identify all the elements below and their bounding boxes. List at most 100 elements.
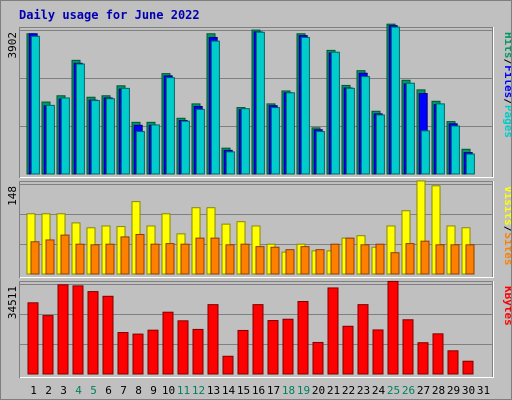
- kbytes-bar: [282, 318, 294, 375]
- x-tick-label: 23: [357, 384, 370, 397]
- kbytes-bar: [432, 333, 444, 375]
- pages-bar: [375, 114, 385, 175]
- kbytes-bar: [327, 287, 339, 375]
- kbytes-bar: [372, 329, 384, 375]
- pages-bar: [435, 103, 445, 175]
- kbytes-bar: [117, 332, 129, 375]
- x-tick-label: 10: [162, 384, 175, 397]
- sites-bar: [30, 241, 40, 275]
- x-tick-label: 26: [402, 384, 415, 397]
- kbytes-bar: [147, 329, 159, 375]
- kbytes-bar: [402, 319, 414, 375]
- sites-bar: [60, 234, 70, 275]
- pages-bar: [60, 97, 70, 175]
- pages-bar: [135, 131, 145, 175]
- sites-bar: [405, 243, 415, 275]
- chart-title: Daily usage for June 2022: [19, 8, 200, 22]
- x-tick-label: 17: [267, 384, 280, 397]
- pages-bar: [180, 120, 190, 175]
- kbytes-bar: [102, 295, 114, 375]
- y-max-label: 34511: [6, 286, 19, 319]
- x-tick-label: 18: [282, 384, 295, 397]
- x-tick-label: 30: [462, 384, 475, 397]
- series-legend: Hits/Files/Pages: [502, 32, 511, 138]
- pages-bar: [405, 82, 415, 175]
- pages-bar: [345, 87, 355, 175]
- x-tick-label: 12: [192, 384, 205, 397]
- kbytes-bar: [447, 350, 459, 375]
- x-tick-label: 28: [432, 384, 445, 397]
- pages-bar: [300, 36, 310, 175]
- sites-bar: [180, 243, 190, 275]
- pages-bar: [195, 108, 205, 175]
- x-tick-label: 29: [447, 384, 460, 397]
- pages-bar: [150, 124, 160, 175]
- sites-bar: [435, 244, 445, 275]
- sites-bar: [150, 243, 160, 275]
- x-tick-label: 24: [372, 384, 386, 397]
- legend-entry: Hits: [502, 32, 511, 59]
- kbytes-bar: [72, 285, 84, 375]
- sites-bar: [375, 243, 385, 275]
- x-tick-label: 1: [30, 384, 37, 397]
- x-tick-label: 5: [90, 384, 97, 397]
- pages-bar: [240, 108, 250, 175]
- x-tick-label: 8: [135, 384, 142, 397]
- kbytes-bar: [222, 355, 234, 375]
- kbytes-bar: [312, 341, 324, 375]
- kbytes-bar: [132, 333, 144, 375]
- pages-bar: [120, 87, 130, 175]
- x-tick-label: 21: [327, 384, 340, 397]
- sites-bar: [240, 243, 250, 275]
- sites-bar: [270, 246, 280, 275]
- sites-bar: [330, 243, 340, 275]
- pages-bar: [450, 125, 460, 175]
- x-tick-label: 6: [105, 384, 112, 397]
- x-tick-label: 25: [387, 384, 400, 397]
- legend-entry: Pages: [502, 105, 511, 138]
- x-tick-label: 2: [45, 384, 52, 397]
- x-tick-label: 4: [75, 384, 82, 397]
- legend-entry: Files: [502, 65, 511, 98]
- legend-entry: KBytes: [502, 286, 511, 326]
- sites-bar: [255, 246, 265, 275]
- pages-bar: [90, 100, 100, 175]
- x-tick-label: 9: [150, 384, 157, 397]
- sites-bar: [225, 244, 235, 275]
- x-tick-label: 16: [252, 384, 265, 397]
- kbytes-bar: [27, 302, 39, 375]
- series-legend: Visits/Sites: [502, 186, 511, 266]
- x-tick-label: 27: [417, 384, 430, 397]
- sites-bar: [345, 237, 355, 275]
- x-tick-label: 13: [207, 384, 220, 397]
- x-tick-label: 14: [222, 384, 236, 397]
- pages-bar: [210, 40, 220, 175]
- kbytes-bar: [252, 304, 264, 375]
- sites-bar: [300, 246, 310, 275]
- x-tick-label: 22: [342, 384, 355, 397]
- pages-bar: [270, 107, 280, 175]
- sites-bar: [105, 243, 115, 275]
- pages-bar: [165, 77, 175, 175]
- pages-bar: [105, 98, 115, 175]
- y-max-label: 3902: [6, 32, 19, 59]
- pages-bar: [330, 51, 340, 175]
- kbytes-bar: [42, 315, 54, 375]
- legend-entry: /: [502, 226, 511, 233]
- kbytes-bar: [177, 320, 189, 375]
- pages-bar: [315, 131, 325, 175]
- sites-bar: [195, 237, 205, 275]
- kbytes-bar: [237, 329, 249, 375]
- series-legend: KBytes: [502, 286, 511, 326]
- sites-bar: [90, 244, 100, 275]
- y-max-label: 148: [6, 186, 19, 206]
- x-tick-label: 7: [120, 384, 127, 397]
- sites-bar: [285, 249, 295, 275]
- x-tick-label: 15: [237, 384, 250, 397]
- kbytes-bar: [357, 304, 369, 375]
- kbytes-bar: [342, 325, 354, 375]
- legend-entry: /: [502, 59, 511, 66]
- kbytes-bar: [387, 280, 399, 375]
